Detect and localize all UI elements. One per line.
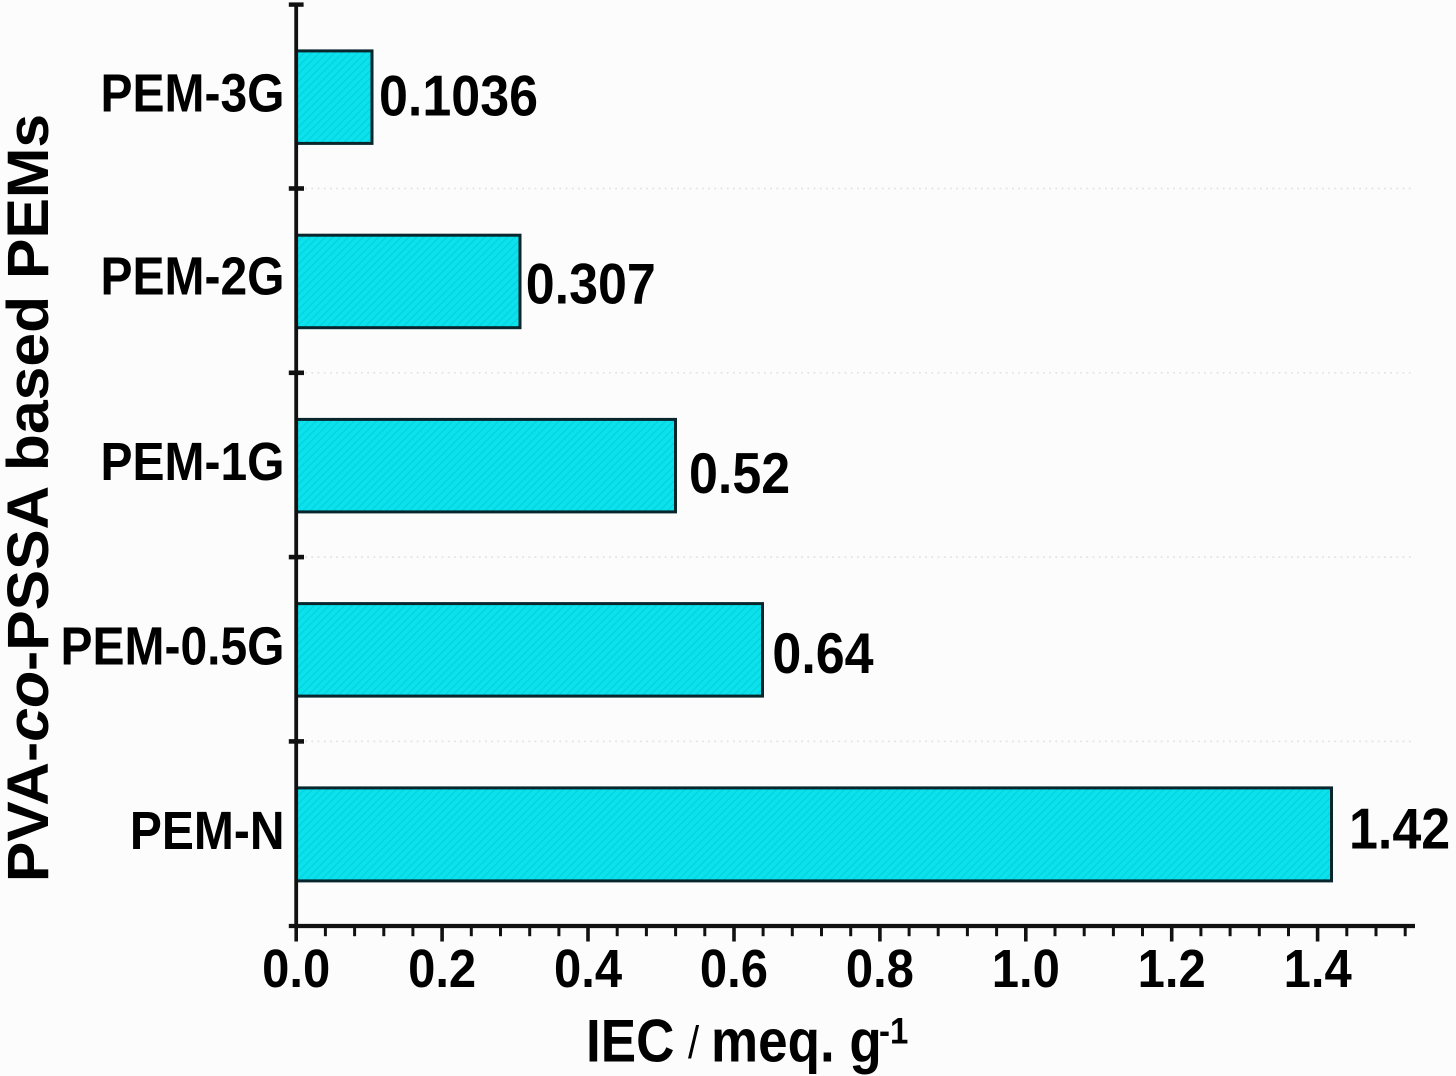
svg-text:0.1036: 0.1036 (379, 64, 538, 128)
svg-text:0.8: 0.8 (846, 938, 914, 999)
svg-text:0.307: 0.307 (526, 252, 656, 316)
svg-text:0.64: 0.64 (772, 622, 874, 686)
svg-text:0.2: 0.2 (408, 938, 476, 999)
svg-text:0.52: 0.52 (689, 442, 790, 506)
svg-text:0.0: 0.0 (262, 938, 330, 999)
svg-text:meq. g: meq. g (711, 1007, 882, 1074)
svg-text:1.0: 1.0 (992, 938, 1060, 999)
svg-text:PEM-3G: PEM-3G (101, 63, 285, 123)
svg-text:PVA-co-PSSA based PEMs: PVA-co-PSSA based PEMs (0, 114, 61, 882)
svg-text:0.6: 0.6 (700, 938, 768, 999)
svg-text:1.2: 1.2 (1138, 938, 1206, 999)
svg-text:IEC: IEC (586, 1007, 674, 1074)
svg-text:PEM-N: PEM-N (130, 800, 285, 860)
svg-text:PEM-2G: PEM-2G (101, 246, 285, 306)
svg-text:/: / (688, 1018, 699, 1069)
svg-text:PEM-0.5G: PEM-0.5G (60, 616, 284, 676)
svg-text:1.42: 1.42 (1349, 797, 1450, 861)
svg-text:-1: -1 (879, 1011, 908, 1052)
svg-text:1.4: 1.4 (1284, 938, 1352, 999)
svg-text:PEM-1G: PEM-1G (101, 431, 285, 491)
svg-text:0.4: 0.4 (554, 938, 622, 999)
